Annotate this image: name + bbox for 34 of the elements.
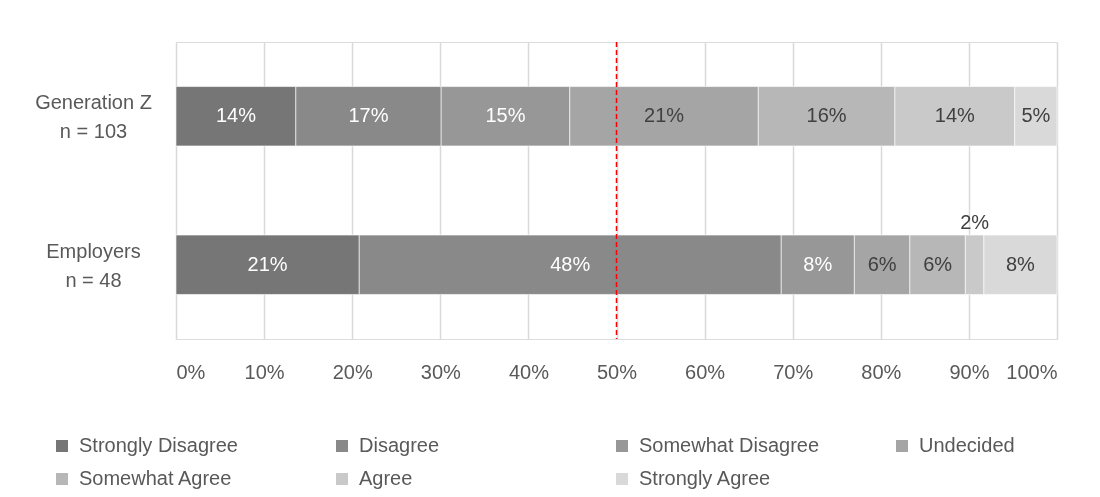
- data-label: 17%: [348, 104, 389, 127]
- x-tick-label: 10%: [244, 360, 285, 383]
- legend-label: Strongly Disagree: [79, 434, 238, 456]
- data-label: 8%: [1005, 252, 1036, 275]
- data-label: 2%: [960, 210, 990, 233]
- legend-label: Somewhat Disagree: [639, 434, 820, 456]
- data-label: 6%: [867, 252, 897, 275]
- x-tick-label: 60%: [685, 360, 726, 383]
- x-tick-label: 100%: [1006, 360, 1058, 383]
- y-tick-label: Generation Z n = 103: [35, 91, 152, 143]
- legend-label: Disagree: [359, 434, 440, 456]
- data-label: 6%: [923, 252, 953, 275]
- y-tick-label: Employers n = 48: [46, 239, 141, 291]
- legend-label: Agree: [359, 467, 413, 489]
- x-tick-label: 20%: [332, 360, 373, 383]
- x-tick-label: 0%: [176, 360, 206, 383]
- x-tick-label: 90%: [949, 360, 990, 383]
- data-label: 5%: [1021, 104, 1051, 127]
- x-tick-label: 70%: [773, 360, 814, 383]
- x-tick-label: 80%: [861, 360, 902, 383]
- x-tick-label: 40%: [508, 360, 550, 383]
- x-tick-label: 50%: [596, 360, 638, 383]
- data-label: 14%: [215, 104, 257, 127]
- legend-label: Strongly Agree: [639, 467, 771, 489]
- legend-label: Undecided: [919, 434, 1015, 456]
- data-label: 8%: [803, 252, 833, 275]
- data-label: 14%: [934, 104, 976, 127]
- data-label: 21%: [247, 252, 288, 275]
- data-label: 21%: [644, 104, 685, 127]
- data-label: 48%: [550, 252, 591, 275]
- data-label: 16%: [806, 104, 847, 127]
- x-tick-label: 30%: [420, 360, 462, 383]
- legend-label: Somewhat Agree: [79, 467, 232, 489]
- data-label: 15%: [485, 104, 526, 127]
